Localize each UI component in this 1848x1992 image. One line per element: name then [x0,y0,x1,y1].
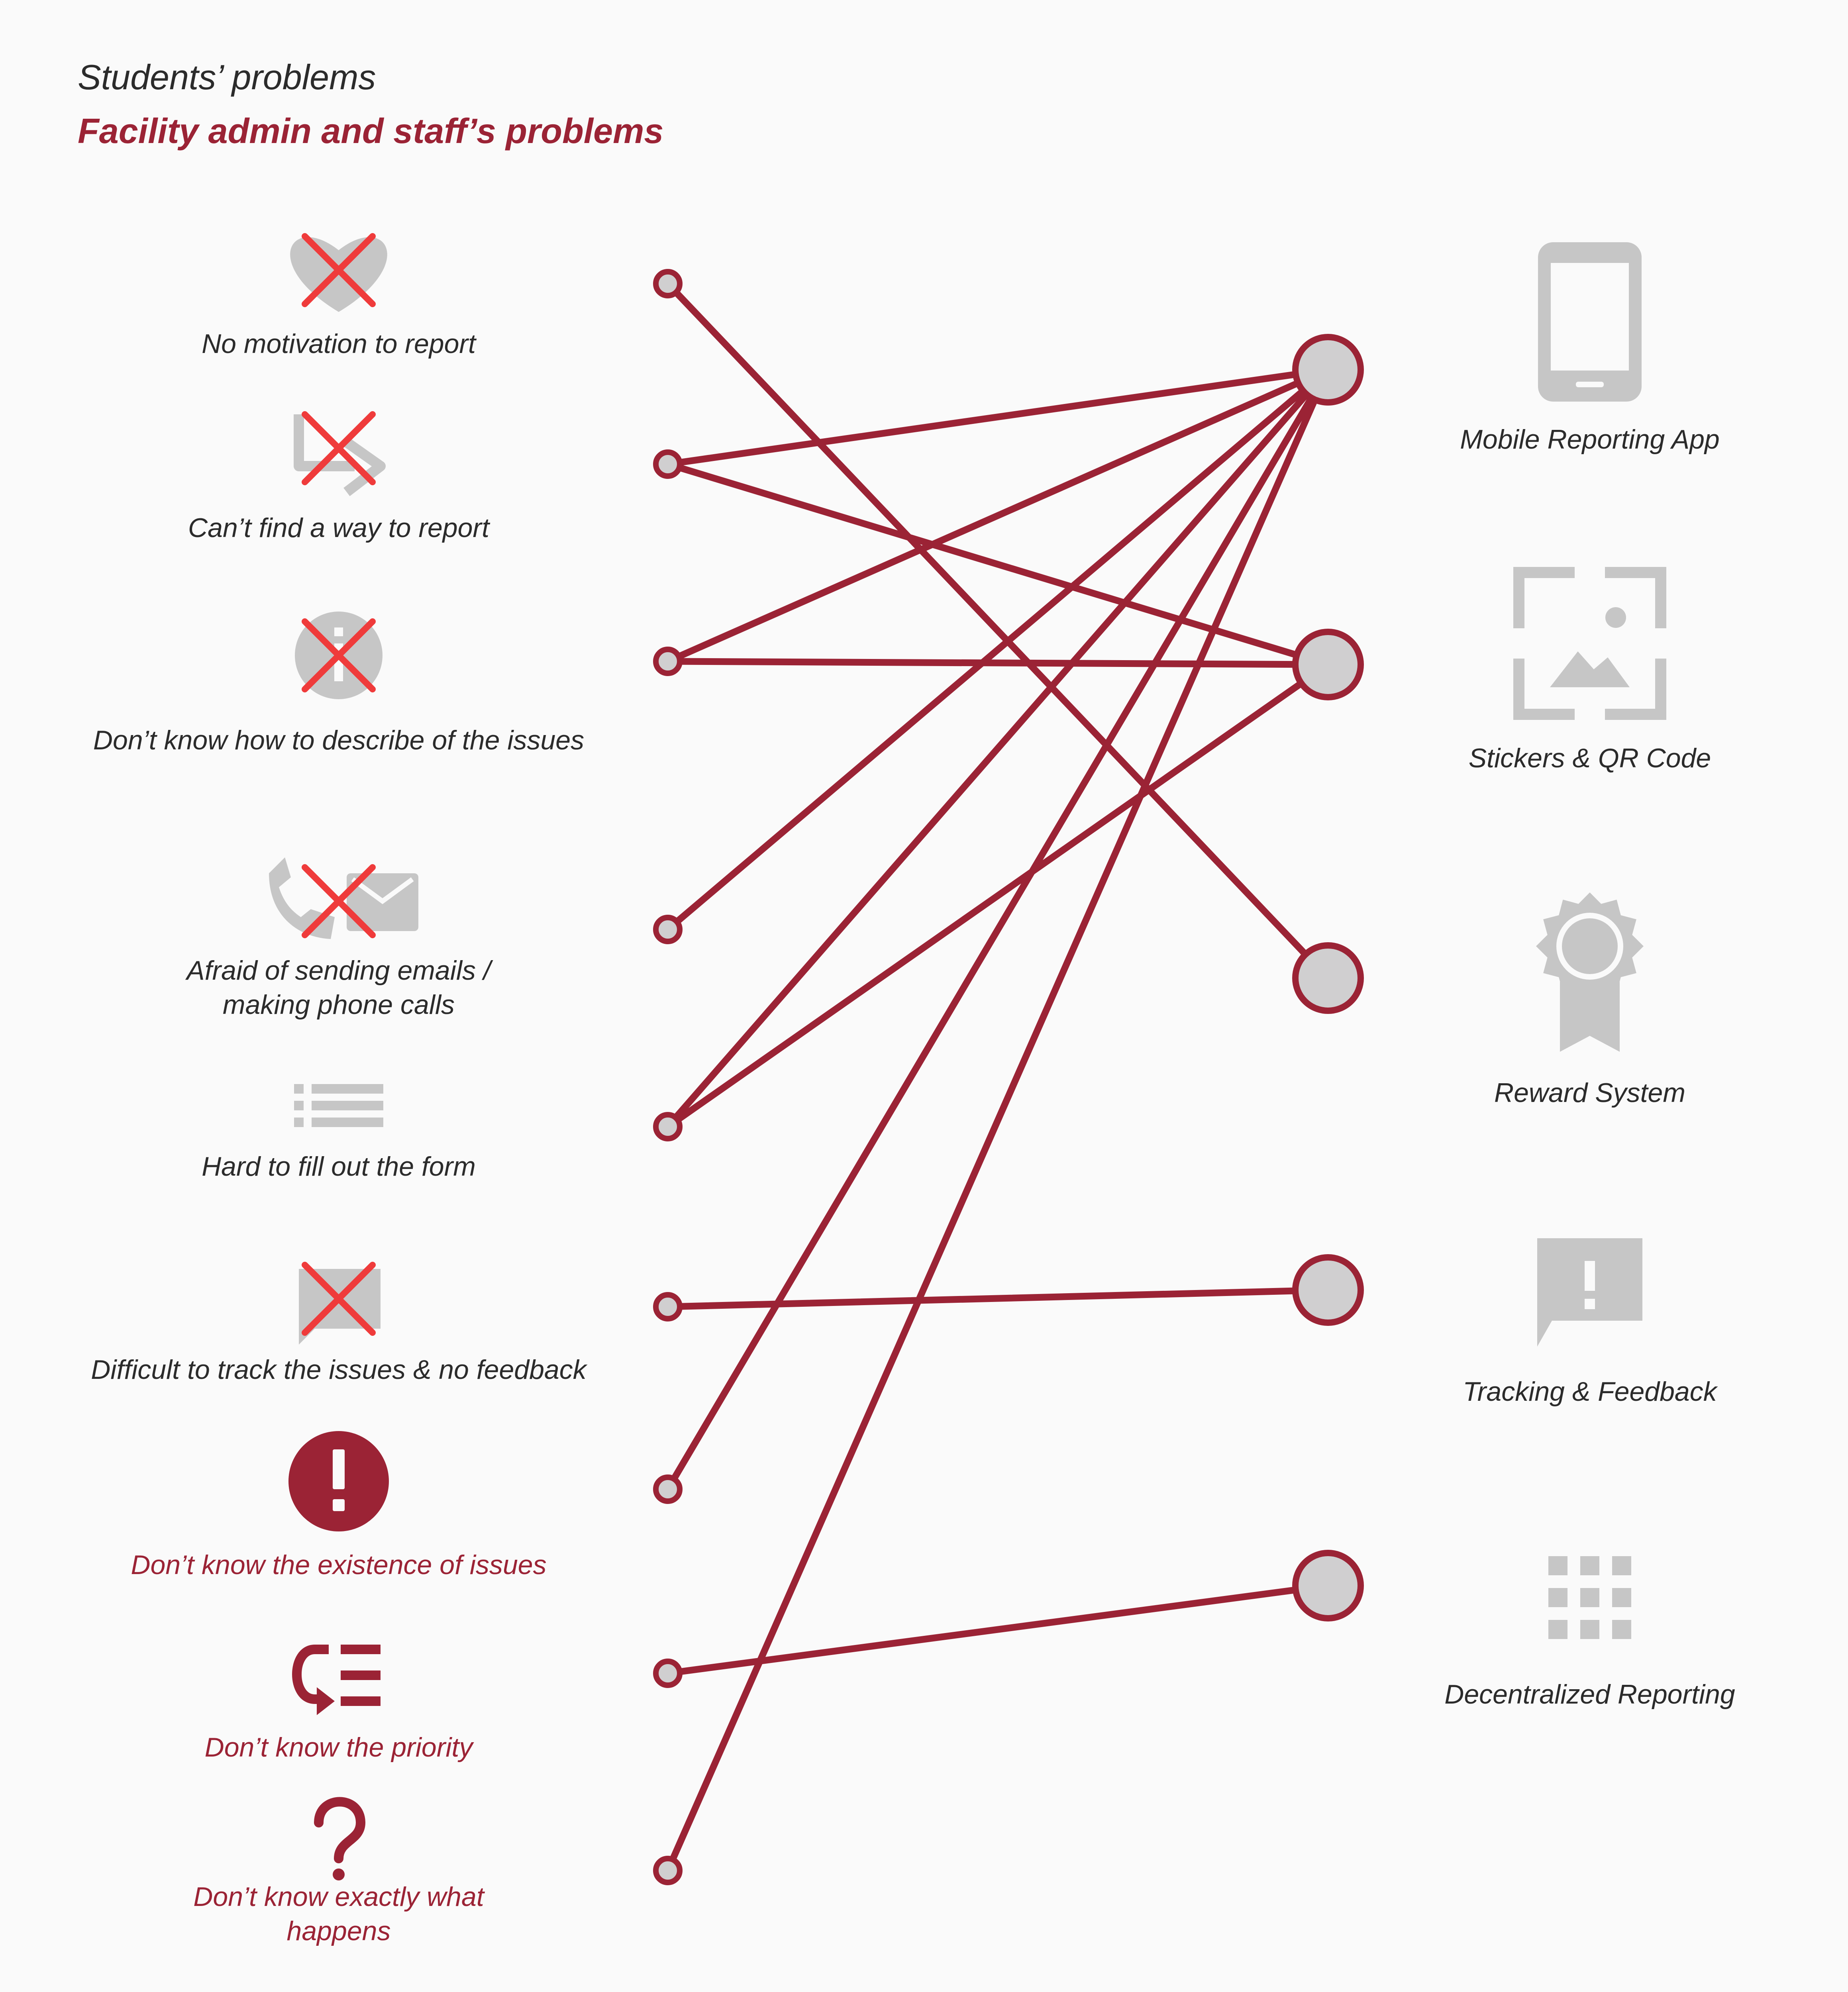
problem-label-p6: Difficult to track the issues & no feedb… [91,1353,587,1387]
heart-crossed-icon [290,233,387,312]
link-p2-s2 [664,461,1332,668]
problem-node-p6 [653,1292,683,1321]
problem-label-line: making phone calls [222,990,455,1020]
problem-node-p5 [653,1112,683,1141]
problem-label-line: Don’t know the priority [204,1732,473,1763]
link-p3-s2 [664,658,1332,668]
link-p8-s5 [664,1582,1332,1677]
image-qr-icon [1513,567,1666,720]
legend-admin: Facility admin and staff’s problems [78,111,664,151]
solution-node-s5 [1292,1550,1364,1621]
question-icon [314,1797,366,1880]
solution-label-s2: Stickers & QR Code [1468,743,1711,773]
feedback-icon [1537,1238,1642,1347]
problem-label-p7: Don’t know the existence of issues [131,1548,546,1582]
problem-label-line: Don’t know the existence of issues [131,1550,547,1580]
phone-email-crossed-icon [269,857,418,939]
link-p2-s1 [664,366,1332,468]
exclamation-circle-icon [288,1431,389,1531]
problem-node-p7 [653,1474,683,1504]
problem-node-p2 [653,449,683,479]
problem-label-line: No motivation to report [202,329,476,359]
solution-label-s3: Reward System [1494,1078,1685,1108]
award-icon [1536,892,1644,1052]
problem-label-line: happens [286,1916,391,1946]
problem-node-p1 [653,269,683,298]
solution-node-s2 [1292,629,1364,700]
solution-label-s5: Decentralized Reporting [1444,1679,1735,1710]
link-p5-s1 [664,366,1332,1130]
solution-node-s1 [1292,334,1364,406]
problem-node-p8 [653,1659,683,1688]
problem-label-line: Difficult to track the issues & no feedb… [91,1355,587,1385]
problem-label-line: Don’t know exactly what [193,1882,484,1912]
problem-label-p1: No motivation to report [202,327,476,361]
link-p9-s1 [664,366,1332,1874]
chat-crossed-icon [299,1262,381,1345]
problem-node-p9 [653,1856,683,1885]
problem-label-p8: Don’t know the priority [205,1730,473,1765]
problem-label-p9: Don’t know exactly what happens [193,1880,484,1948]
problem-node-p4 [653,915,683,944]
link-p7-s1 [664,366,1332,1493]
problem-label-line: Don’t know how to describe of the issues [93,725,585,755]
solution-label-s1: Mobile Reporting App [1460,424,1720,455]
problem-label-line: Afraid of sending emails / [186,955,491,986]
problem-label-line: Can’t find a way to report [188,513,489,543]
info-crossed-icon [295,612,383,699]
grid-icon [1548,1556,1631,1639]
link-p3-s1 [664,366,1332,665]
solution-node-s4 [1292,1254,1364,1326]
solution-node-s3 [1292,942,1364,1014]
links-layer [664,280,1332,1874]
problem-label-line: Hard to fill out the form [202,1151,476,1182]
link-p5-s2 [664,661,1332,1130]
solution-label-s4: Tracking & Feedback [1463,1376,1717,1407]
link-p1-s3 [664,280,1332,982]
icons-layer [269,233,1666,1880]
problem-node-p3 [653,647,683,676]
problem-label-p2: Can’t find a way to report [188,511,489,545]
link-p6-s4 [664,1286,1332,1310]
link-p4-s1 [664,366,1332,933]
directions-crossed-icon [294,411,386,496]
phone-icon [1538,242,1642,402]
problem-label-p4: Afraid of sending emails / making phone c… [186,953,491,1022]
list-icon [294,1084,383,1127]
priority-icon [292,1645,381,1715]
legend-students: Students’ problems [78,57,376,97]
nodes-layer [653,269,1364,1885]
problem-label-p3: Don’t know how to describe of the issues [93,723,584,757]
problem-label-p5: Hard to fill out the form [202,1149,476,1184]
